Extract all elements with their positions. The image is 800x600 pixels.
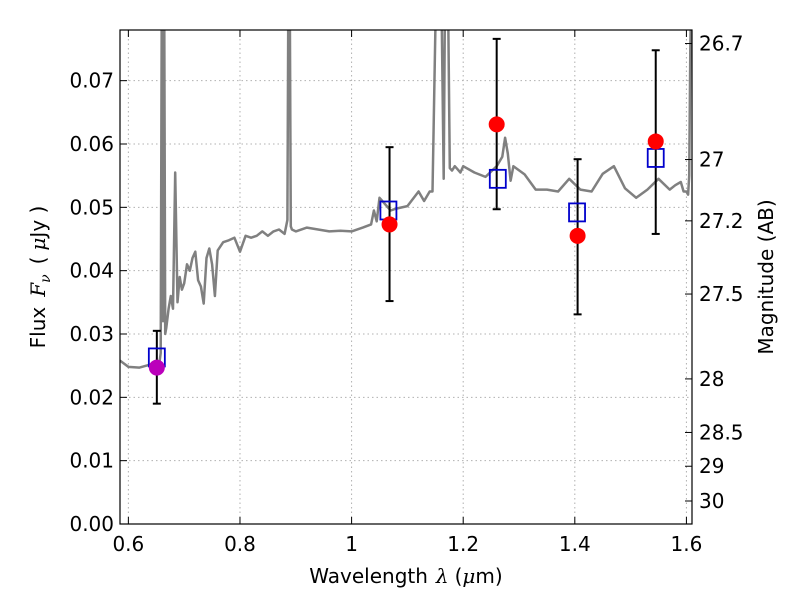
x-tick-label: 1.6	[671, 532, 703, 556]
y2-tick-label: 29	[699, 454, 724, 478]
y-axis-title: FluxFν(μJy )	[26, 206, 54, 349]
observed-points	[148, 116, 664, 376]
y-tick-label: 0.06	[69, 132, 114, 156]
x-tick-label: 1.4	[559, 532, 591, 556]
model-spectrum-line	[120, 30, 692, 369]
y2-tick-label: 26.7	[699, 32, 744, 56]
observed-point	[488, 116, 505, 133]
template-square	[568, 202, 586, 223]
template-square	[488, 168, 507, 189]
axis-ticks: 0.6 0.8 1 1.2 1.4 1.6 0.00 0.01 0.02 0.03 0.04 0.05…	[69, 30, 744, 556]
y2-tick-label: 30	[699, 489, 724, 513]
y-tick-label: 0.02	[69, 385, 114, 409]
y2-tick-label: 27.2	[699, 209, 744, 233]
x-tick-label: 1.2	[447, 532, 479, 556]
x-tick-label: 1	[345, 532, 358, 556]
y-tick-label: 0.04	[69, 259, 114, 283]
observed-point	[569, 227, 586, 244]
y2-tick-label: 28.5	[699, 420, 744, 444]
y-tick-label: 0.07	[69, 69, 114, 93]
y-tick-label: 0.01	[69, 449, 114, 473]
y2-axis-title: Magnitude (AB)	[754, 199, 778, 354]
x-tick-label: 0.8	[224, 532, 256, 556]
y2-tick-label: 28	[699, 367, 724, 391]
x-tick-label: 0.6	[112, 532, 144, 556]
y-tick-label: 0.05	[69, 195, 114, 219]
y-tick-label: 0.03	[69, 322, 114, 346]
observed-point	[647, 133, 664, 150]
y2-tick-label: 27	[699, 148, 724, 172]
plot-frame	[119, 29, 693, 525]
y-tick-label: 0.00	[69, 512, 114, 536]
y2-tick-label: 27.5	[699, 282, 744, 306]
observed-point	[381, 216, 398, 233]
observed-point	[148, 359, 165, 376]
x-axis-title: Wavelength λ (μm)	[309, 564, 502, 588]
